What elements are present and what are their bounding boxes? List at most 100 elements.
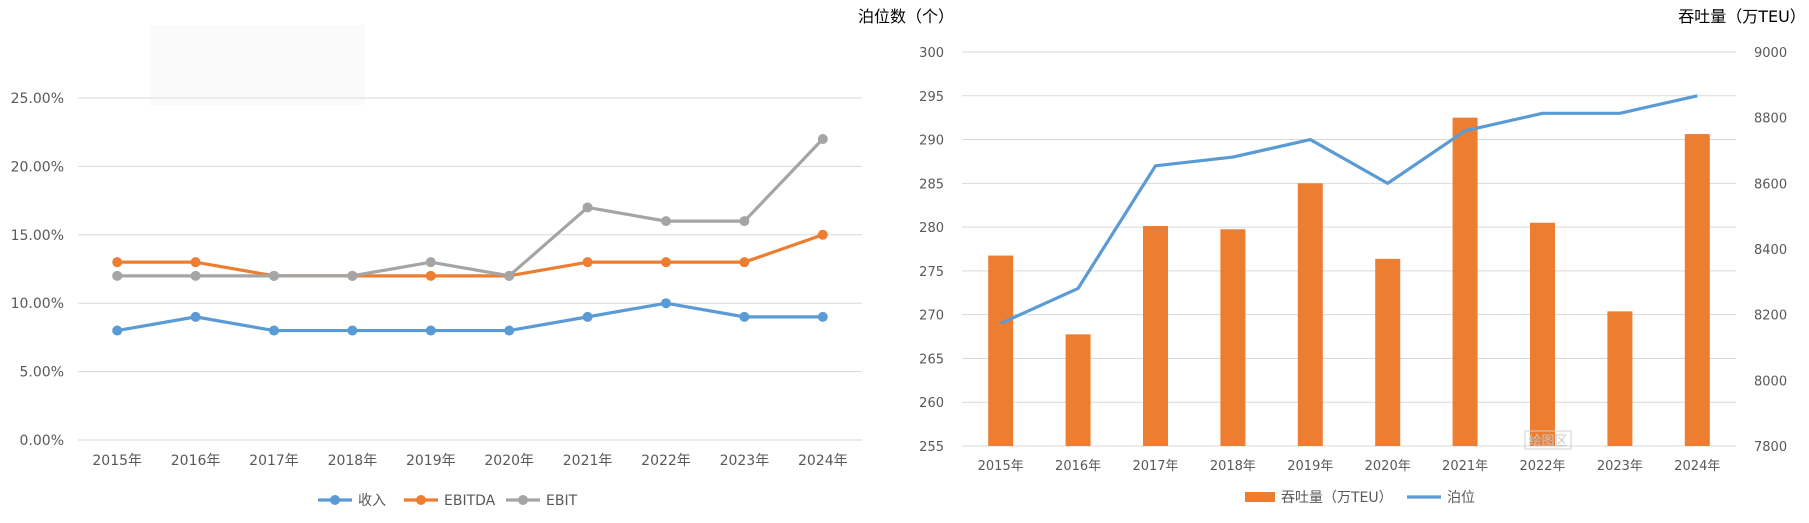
right-bar (988, 255, 1014, 446)
right-x-tick-label: 2020年 (1365, 459, 1411, 474)
right-x-tick-label: 2018年 (1210, 459, 1256, 474)
left-x-tick-label: 2015年 (92, 453, 142, 469)
left-series-point-2 (504, 270, 515, 281)
left-x-tick-label: 2016年 (171, 453, 221, 469)
right-left-y-tick-label: 270 (919, 309, 944, 324)
right-legend-bar-label: 吞吐量（万TEU） (1281, 490, 1393, 506)
right-left-y-tick-label: 285 (919, 177, 944, 192)
right-right-y-tick-label: 7800 (1754, 440, 1787, 455)
right-bar (1375, 258, 1401, 446)
left-series-point-1 (190, 257, 201, 268)
right-bar (1220, 229, 1246, 446)
right-left-y-tick-label: 275 (919, 265, 944, 280)
left-series-point-2 (347, 270, 358, 281)
left-series-point-0 (190, 311, 201, 322)
left-series-point-0 (739, 311, 750, 322)
left-x-tick-label: 2018年 (328, 453, 378, 469)
left-series-line-2 (117, 137, 824, 278)
right-bar (1530, 222, 1555, 446)
left-legend-marker (330, 495, 340, 505)
right-bar (1607, 311, 1633, 446)
right-left-y-tick-label: 295 (919, 90, 944, 105)
left-series-line-1 (117, 233, 824, 278)
right-bar (1065, 334, 1091, 446)
left-series-point-1 (582, 257, 593, 268)
left-series-point-2 (269, 270, 279, 281)
right-right-y-tick-label: 8000 (1754, 374, 1787, 389)
right-right-y-tick-label: 8200 (1754, 309, 1787, 324)
left-y-tick-label: 10.00% (11, 296, 64, 312)
right-x-tick-label: 2022年 (1519, 459, 1565, 474)
left-legend-label: EBITDA (444, 493, 496, 509)
left-series-point-2 (112, 270, 123, 281)
left-x-tick-label: 2024年 (798, 453, 848, 469)
left-series-point-2 (190, 270, 201, 281)
left-series-point-0 (582, 311, 593, 322)
right-right-axis-title: 吞吐量（万TEU） (1678, 7, 1806, 26)
right-x-tick-label: 2017年 (1132, 459, 1178, 474)
left-series-point-0 (661, 298, 671, 309)
right-right-y-tick-label: 8400 (1754, 243, 1787, 258)
right-bar (1452, 117, 1478, 447)
right-bar (1684, 134, 1710, 447)
right-legend-line-label: 泊位 (1447, 490, 1475, 506)
right-left-y-tick-label: 255 (919, 440, 944, 455)
right-left-y-tick-label: 260 (919, 396, 944, 411)
right-x-tick-label: 2024年 (1674, 459, 1720, 474)
left-series-point-0 (112, 325, 123, 336)
right-legend-bar-swatch (1245, 492, 1275, 502)
right-right-y-tick-label: 8800 (1754, 112, 1787, 127)
right-left-y-tick-label: 290 (919, 134, 944, 149)
left-series-point-0 (347, 325, 358, 336)
left-x-tick-label: 2021年 (563, 453, 613, 469)
left-x-tick-label: 2019年 (406, 453, 456, 469)
right-left-y-tick-label: 300 (919, 46, 944, 61)
left-x-tick-label: 2022年 (641, 453, 691, 469)
right-x-tick-label: 2023年 (1597, 459, 1643, 474)
right-left-y-tick-label: 280 (919, 221, 944, 236)
left-y-tick-label: 20.00% (11, 159, 64, 175)
left-y-tick-label: 15.00% (11, 228, 64, 244)
left-series-point-0 (817, 311, 828, 322)
right-x-tick-label: 2019年 (1287, 459, 1333, 474)
right-line-series (1000, 94, 1698, 325)
left-series-point-0 (504, 325, 515, 336)
left-series-line-0 (116, 301, 823, 333)
left-x-tick-label: 2023年 (720, 453, 770, 469)
left-series-point-2 (739, 216, 750, 227)
left-x-tick-label: 2020年 (484, 453, 534, 469)
left-x-tick-label: 2017年 (249, 453, 299, 469)
left-series-point-1 (425, 270, 436, 281)
right-bar (1297, 183, 1323, 447)
right-left-y-tick-label: 265 (919, 352, 944, 367)
left-series-point-1 (739, 257, 750, 268)
left-y-tick-label: 5.00% (20, 365, 64, 381)
watermark-area (150, 25, 365, 105)
left-legend-label: 收入 (358, 493, 386, 509)
plot-area-annotation: 绘图区 (1528, 434, 1567, 449)
left-series-point-1 (112, 257, 123, 268)
right-bar (1143, 226, 1168, 446)
left-series-point-2 (582, 202, 593, 213)
left-series-point-2 (817, 134, 828, 145)
left-legend-marker (416, 495, 426, 505)
left-series-point-1 (661, 257, 671, 268)
left-series-point-0 (269, 325, 279, 336)
right-x-tick-label: 2016年 (1055, 459, 1101, 474)
left-y-tick-label: 25.00% (11, 91, 64, 107)
left-series-point-0 (425, 325, 436, 336)
plot-area-annotation-box (1524, 430, 1572, 450)
left-y-tick-label: 0.00% (20, 433, 64, 449)
left-series-point-1 (817, 229, 828, 240)
left-series-point-2 (425, 257, 436, 268)
right-right-y-tick-label: 9000 (1754, 46, 1787, 61)
left-legend-marker (518, 495, 528, 505)
right-right-y-tick-label: 8600 (1754, 177, 1787, 192)
left-legend-label: EBIT (546, 493, 578, 509)
right-x-tick-label: 2021年 (1442, 459, 1488, 474)
right-left-axis-title: 泊位数（个） (858, 7, 954, 26)
left-series-point-2 (661, 216, 671, 227)
right-x-tick-label: 2015年 (978, 459, 1024, 474)
